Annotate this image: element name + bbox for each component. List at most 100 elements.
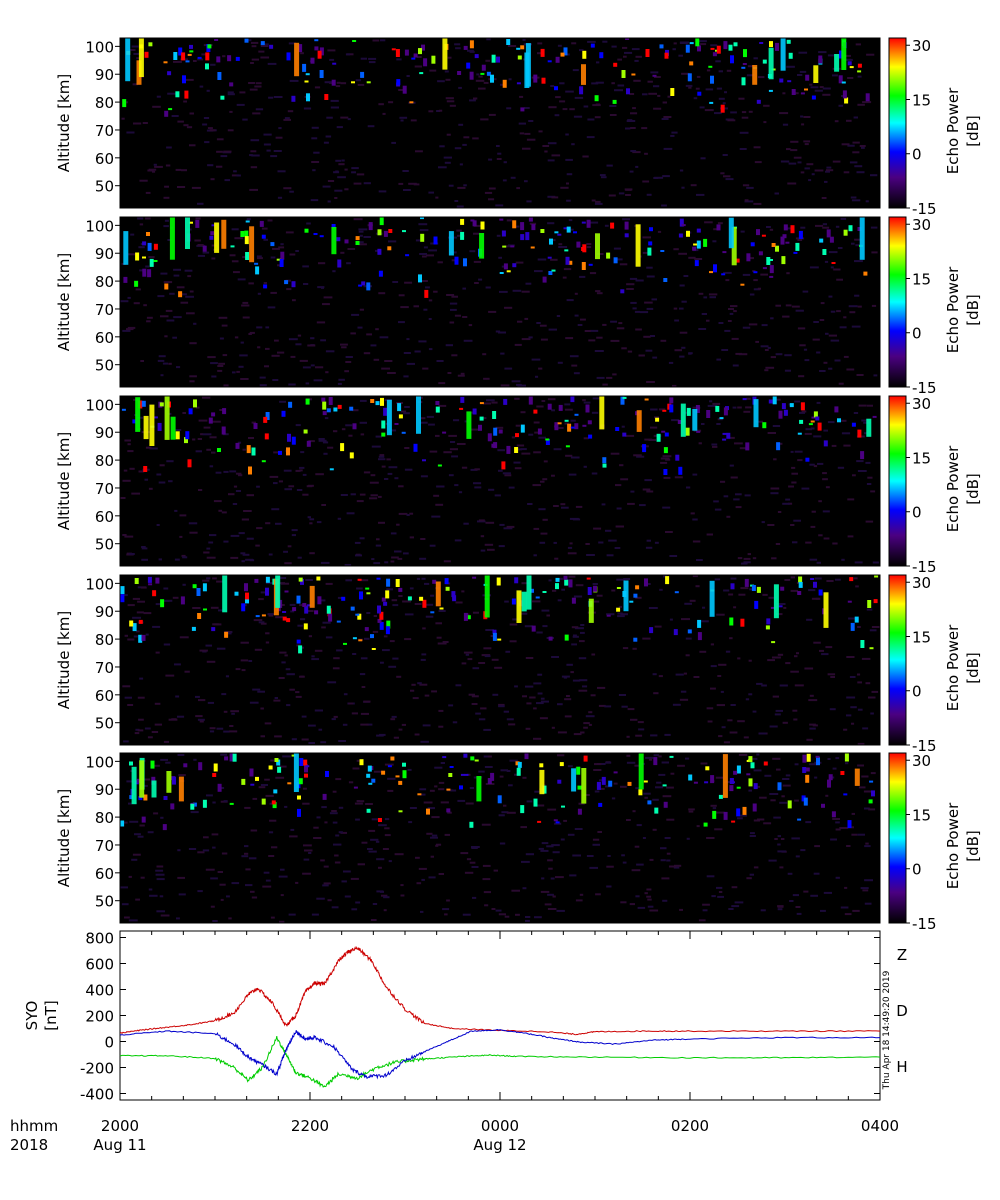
echo-cell [697,632,702,641]
y-tick-label: 50 [95,536,114,554]
noise-cell [513,461,521,464]
echo-cell [705,766,710,771]
noise-cell [832,74,838,77]
noise-cell [429,544,436,547]
noise-cell [274,735,282,738]
noise-cell [382,649,390,652]
noise-cell [261,227,268,230]
noise-cell [420,658,426,661]
noise-cell [833,268,841,271]
echo-cell [273,789,278,794]
noise-cell [488,113,496,116]
echo-cell [863,271,868,276]
noise-cell [333,430,338,433]
echo-streak [151,780,157,798]
noise-cell [714,828,723,831]
noise-cell [569,108,575,111]
noise-cell [416,577,421,580]
noise-cell [288,42,297,45]
echo-cell [160,599,165,608]
noise-cell [330,106,339,109]
echo-cell [244,230,249,237]
noise-cell [164,335,168,338]
noise-cell [205,644,212,647]
noise-cell [625,434,635,437]
noise-cell [383,909,387,912]
noise-cell [696,193,705,196]
noise-cell [134,732,140,735]
noise-cell [130,233,135,236]
noise-cell [256,326,263,329]
noise-cell [468,693,475,696]
echo-cell [778,605,783,608]
echo-cell [492,411,497,419]
noise-cell [435,622,442,625]
echo-cell [798,230,803,239]
noise-cell [279,765,287,768]
noise-cell [224,179,230,182]
echo-cell [142,241,147,246]
echo-cell [568,260,573,265]
noise-cell [550,85,555,87]
noise-cell [537,42,543,45]
noise-cell [547,859,553,862]
echo-cell [838,75,843,84]
noise-cell [240,659,249,662]
echo-cell [444,578,449,585]
noise-cell [653,107,662,110]
noise-cell [502,472,511,475]
noise-cell [351,313,360,316]
echo-cell [596,781,601,790]
echo-cell [211,224,216,227]
echo-cell [746,773,751,776]
noise-cell [679,908,683,911]
echo-cell [516,47,521,50]
noise-cell [340,82,347,85]
noise-cell [421,878,425,881]
echo-cell [696,228,701,233]
noise-cell [228,917,232,920]
y-axis-label: Altitude [km] [55,253,73,351]
echo-cell [687,73,692,82]
noise-cell [480,535,485,538]
noise-cell [755,340,759,343]
echo-cell [381,420,386,429]
echo-streak [448,231,454,256]
echo-cell [324,94,329,100]
noise-cell [711,895,716,898]
noise-cell [689,599,696,602]
noise-cell [542,625,548,628]
noise-cell [752,557,757,560]
noise-cell [534,916,542,919]
noise-cell [206,577,211,580]
noise-cell [415,239,420,242]
noise-cell [715,776,724,779]
noise-cell [169,292,175,295]
noise-cell [729,637,733,640]
noise-cell [854,260,863,263]
noise-cell [139,269,145,272]
echo-cell [278,450,282,455]
noise-cell [816,561,821,564]
noise-cell [769,725,778,728]
echo-cell [472,576,477,579]
echo-cell [129,795,134,800]
noise-cell [636,455,645,458]
noise-cell [403,375,409,378]
noise-cell [772,757,781,760]
echo-cell [655,417,660,422]
noise-cell [267,613,275,616]
echo-cell [874,575,879,578]
noise-cell [772,656,781,659]
y-tick-label: 80 [95,273,114,291]
echo-cell [292,607,297,612]
noise-cell [814,845,820,848]
noise-cell [192,607,201,609]
echo-streak [169,217,175,260]
noise-cell [835,578,841,581]
noise-cell [832,160,841,163]
echo-cell [857,429,862,438]
echo-cell [304,605,309,614]
noise-cell [227,93,235,96]
